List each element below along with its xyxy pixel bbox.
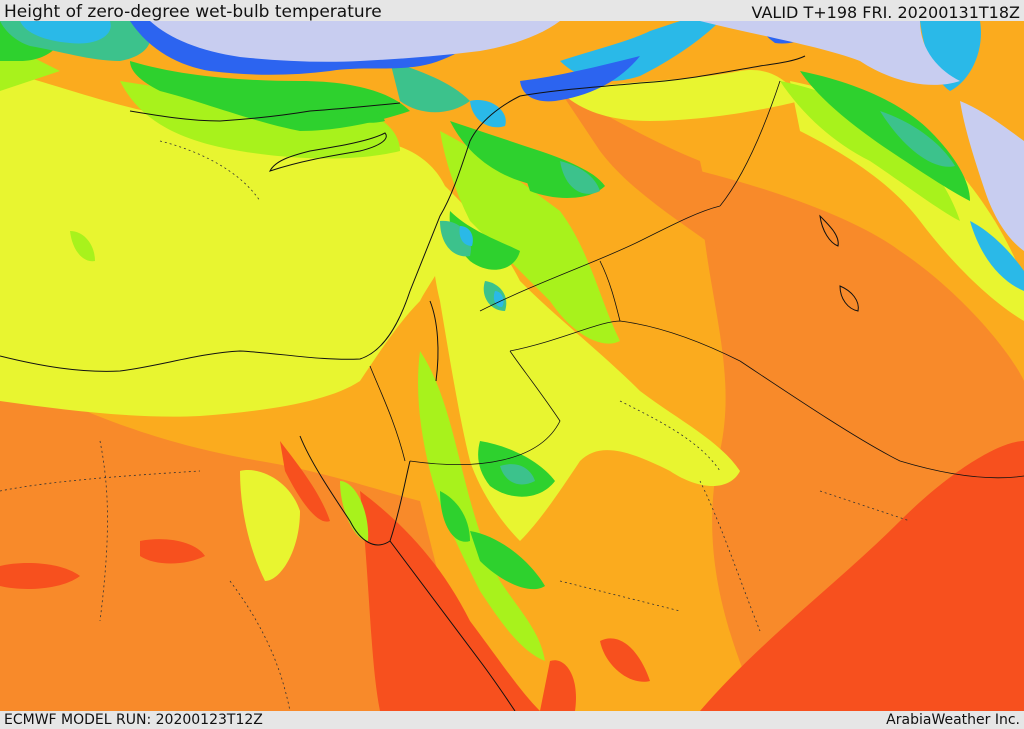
country-borders	[369, 80, 1024, 479]
valid-time-label: VALID T+198 FRI. 20200131T18Z	[751, 3, 1020, 22]
red-zones	[0, 441, 1024, 711]
map-title: Height of zero-degree wet-bulb temperatu…	[4, 2, 382, 22]
forecast-map	[0, 21, 1024, 711]
footer-bar: ECMWF MODEL RUN: 20200123T12Z ArabiaWeat…	[0, 711, 1024, 729]
model-run-label: ECMWF MODEL RUN: 20200123T12Z	[4, 712, 263, 728]
green-zones	[0, 21, 970, 590]
lavender-zones	[150, 21, 1024, 251]
brand-credit: ArabiaWeather Inc.	[886, 712, 1020, 728]
internal-borders	[0, 140, 911, 711]
header-bar: Height of zero-degree wet-bulb temperatu…	[0, 0, 1024, 22]
coastlines	[0, 55, 859, 711]
